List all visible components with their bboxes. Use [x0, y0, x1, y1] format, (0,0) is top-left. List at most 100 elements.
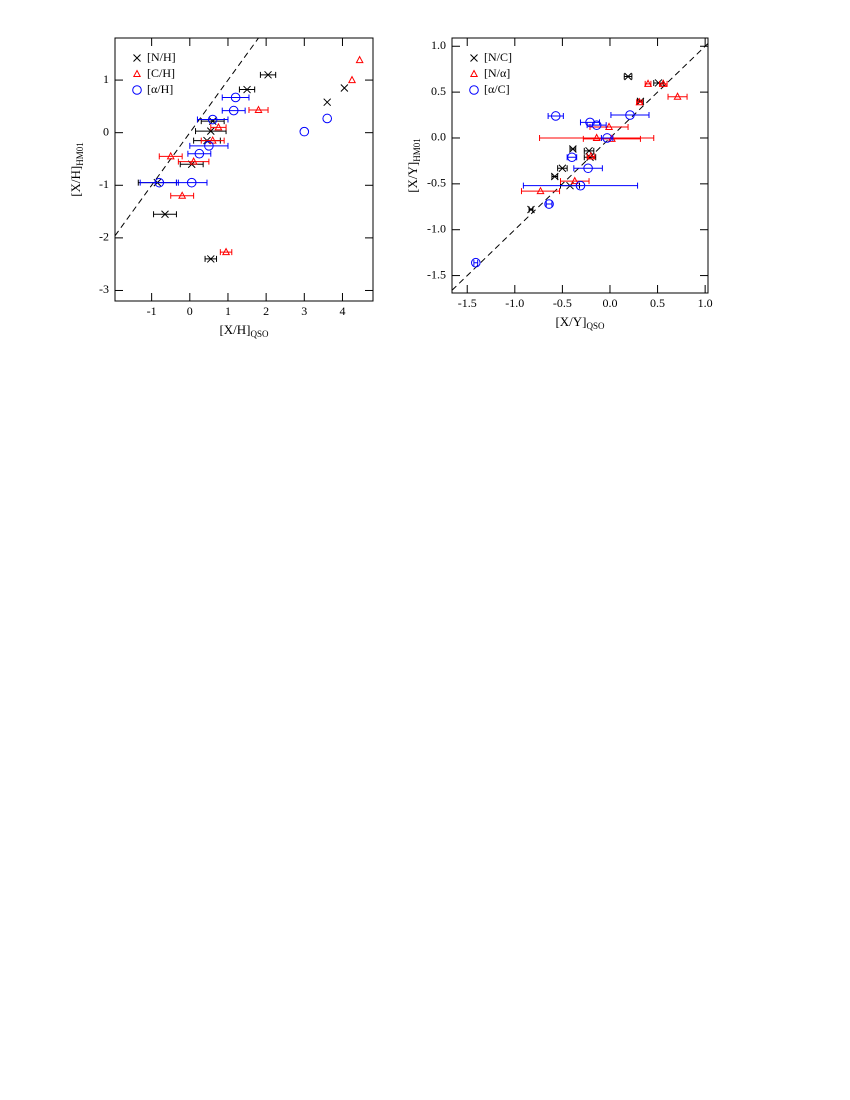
circle-marker: [591, 120, 602, 130]
x-tick-label: 1: [225, 304, 231, 318]
error-bar: [187, 150, 212, 157]
x-tick-label: 2: [263, 304, 269, 318]
error-bar: [522, 182, 639, 189]
error-bar: [210, 124, 227, 131]
x-marker: [527, 205, 535, 214]
legend-label: [N/H]: [147, 50, 176, 64]
y-axis-label-main: [X/Y]: [405, 162, 420, 193]
x-marker: [264, 70, 272, 79]
circle-marker: [583, 163, 593, 174]
x-marker: [569, 145, 577, 153]
x-marker: [550, 172, 559, 181]
circle-marker: [204, 141, 214, 151]
y-tick-label: -1: [99, 177, 109, 191]
error-bar: [582, 135, 641, 142]
error-bar: [221, 94, 250, 101]
error-bar: [586, 122, 607, 129]
legend-marker: [132, 85, 142, 95]
x-marker: [161, 210, 169, 219]
error-bar: [579, 119, 601, 126]
error-bar: [559, 178, 590, 185]
y-tick-label: -1.0: [427, 221, 446, 235]
circle-marker: [625, 110, 635, 120]
x-tick-label: 0.5: [650, 296, 665, 310]
x-tick-label: -1: [147, 304, 157, 318]
circle-marker: [299, 126, 310, 137]
x-axis-label-main: [X/H]: [219, 322, 250, 337]
y-tick-label: -1.5: [427, 267, 446, 281]
error-bar: [573, 165, 603, 172]
error-bar: [139, 179, 179, 186]
error-bar: [196, 116, 229, 123]
y-tick-label: -2: [99, 230, 109, 244]
y-tick-label: -3: [99, 282, 109, 296]
triangle-marker: [635, 97, 644, 106]
triangle-marker: [570, 176, 579, 185]
error-bar: [219, 249, 233, 256]
x-tick-label: 0: [187, 304, 193, 318]
y-tick-label: 0.0: [431, 130, 446, 144]
error-bar: [473, 259, 479, 266]
legend-label: [N/α]: [484, 66, 510, 80]
circle-marker: [567, 152, 577, 163]
error-bar: [175, 179, 208, 186]
error-bar: [545, 201, 553, 208]
x-marker: [624, 72, 632, 81]
x-marker: [340, 84, 349, 92]
error-bar: [658, 80, 668, 87]
triangle-marker: [644, 79, 653, 87]
triangle-marker: [347, 75, 357, 84]
y-axis-label: [X/Y]HM01: [405, 138, 422, 193]
one-to-one-line: [114, 37, 259, 237]
triangle-marker: [222, 247, 231, 256]
triangle-marker: [254, 105, 263, 114]
triangle-marker: [189, 157, 198, 165]
error-bar: [610, 112, 650, 119]
error-bar: [539, 134, 655, 141]
circle-marker: [186, 177, 197, 188]
x-axis-label: [X/Y]QSO: [555, 314, 605, 331]
circle-marker: [207, 114, 218, 125]
error-bar: [520, 188, 561, 195]
y-tick-label: 0: [103, 124, 109, 138]
y-tick-label: -0.5: [427, 176, 446, 190]
y-axis-label-main: [X/H]: [68, 166, 83, 197]
y-axis-label-sub: HM01: [75, 142, 85, 166]
circle-marker: [230, 92, 241, 103]
circle-marker: [470, 257, 481, 268]
circle-marker: [544, 199, 554, 209]
legend-marker: [469, 85, 479, 95]
legend-marker: [469, 69, 479, 77]
circle-marker: [575, 180, 586, 191]
y-axis-label-sub: HM01: [412, 138, 422, 162]
x-axis-label-main: [X/Y]: [555, 314, 586, 329]
x-tick-label: 1.0: [698, 296, 713, 310]
error-bar: [667, 93, 688, 100]
y-tick-label: 0.5: [431, 84, 446, 98]
legend-label: [C/H]: [147, 66, 175, 80]
triangle-marker: [214, 122, 223, 131]
x-tick-label: 4: [339, 304, 345, 318]
error-bar: [221, 107, 246, 114]
y-axis-label: [X/H]HM01: [68, 142, 85, 197]
plot-frame: [451, 37, 709, 294]
error-bar: [547, 112, 564, 119]
x-tick-label: 3: [301, 304, 307, 318]
x-marker: [323, 98, 332, 107]
x-marker: [206, 127, 215, 135]
y-tick-label: 1: [103, 72, 109, 86]
error-bar: [189, 142, 229, 149]
legend-marker: [470, 54, 478, 62]
legend-label: [α/C]: [484, 82, 510, 96]
legend-label: [N/C]: [484, 50, 512, 64]
x-axis-label-sub: QSO: [251, 329, 270, 339]
error-bar: [586, 153, 596, 160]
error-bar: [200, 137, 225, 144]
error-bar: [177, 158, 210, 165]
triangle-marker: [166, 151, 175, 160]
triangle-marker: [178, 191, 187, 199]
triangle-marker: [659, 79, 668, 87]
x-marker: [206, 255, 215, 263]
